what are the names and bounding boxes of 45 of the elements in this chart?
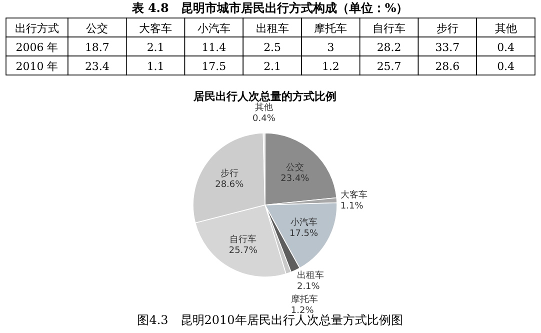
data-label: 23.4 xyxy=(84,60,110,73)
data-label: 18.7 xyxy=(84,41,110,54)
slice-label: 出租车 xyxy=(296,270,324,282)
x-tick-label: 步行 xyxy=(436,22,458,35)
y-tick-label: 2010 年 xyxy=(16,60,58,73)
slice-label: 其他 xyxy=(254,102,273,114)
data-label: 11.4 xyxy=(202,41,226,54)
x-tick-label: 公交 xyxy=(86,22,108,35)
data-label: 23.4% xyxy=(280,174,310,184)
slice-label: 小汽车 xyxy=(290,217,318,228)
data-label: 2.1 xyxy=(146,41,164,54)
data-label: 2.1 xyxy=(264,60,282,73)
data-label: 1.2 xyxy=(322,60,340,73)
data-label: 0.4 xyxy=(497,60,515,73)
chart-title: 表 4.8 昆明市城市居民出行方式构成（单位：%） xyxy=(130,1,408,15)
caption: 图4.3 昆明2010年居民出行人次总量方式比例图 xyxy=(137,313,403,327)
x-tick-label: 摩托车 xyxy=(314,22,348,35)
data-label: 25.7% xyxy=(228,246,258,256)
data-label: 17.5 xyxy=(202,60,226,73)
x-tick-label: 出租车 xyxy=(256,22,289,35)
data-label: 1.1 xyxy=(146,60,164,73)
slice-label: 自行车 xyxy=(230,234,257,245)
data-label: 28.6 xyxy=(435,60,460,73)
slice-label: 摩托车 xyxy=(290,294,318,306)
chart-title: 居民出行人次总量的方式比例 xyxy=(192,90,336,103)
data-label: 3 xyxy=(327,41,334,54)
y-tick-label: 2006 年 xyxy=(16,41,58,54)
data-label: 2.1% xyxy=(296,282,320,292)
data-label: 0.4% xyxy=(252,114,276,124)
x-tick-label: 自行车 xyxy=(372,22,406,35)
x-tick-label: 小汽车 xyxy=(197,22,230,35)
data-label: 17.5% xyxy=(289,229,319,240)
data-label: 25.7 xyxy=(376,60,402,73)
x-tick-label: 其他 xyxy=(494,22,517,35)
y-axis-title: 出行方式 xyxy=(15,22,59,35)
x-tick-label: 大客车 xyxy=(139,22,172,35)
slice-label: 大客车 xyxy=(340,190,368,201)
slice-label: 公交 xyxy=(286,162,304,173)
data-label: 2.5 xyxy=(264,41,282,54)
slice-label: 步行 xyxy=(220,168,238,180)
data-label: 28.2 xyxy=(376,41,402,54)
data-label: 0.4 xyxy=(497,41,515,54)
data-label: 33.7 xyxy=(435,41,460,54)
data-label: 28.6% xyxy=(215,180,244,190)
data-label: 1.1% xyxy=(340,202,364,212)
